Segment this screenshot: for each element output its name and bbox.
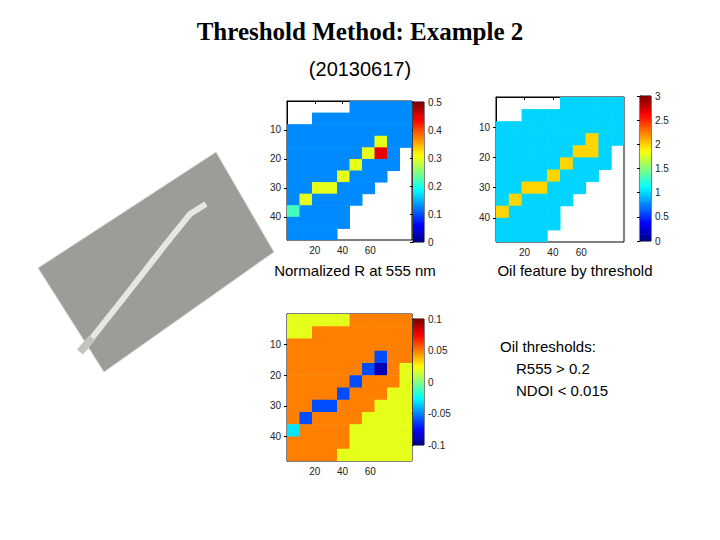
svg-text:40: 40 (337, 466, 349, 477)
svg-text:10: 10 (270, 339, 282, 350)
svg-text:30: 30 (479, 182, 491, 193)
html-text:Threshold Method: Example 2: Threshold Method: Example 2 (196, 18, 524, 45)
svg-text:0.3: 0.3 (428, 153, 442, 164)
svg-text:60: 60 (365, 466, 377, 477)
svg-text:40: 40 (270, 211, 282, 222)
svg-text:0.5: 0.5 (655, 211, 669, 222)
svg-text:1.5: 1.5 (655, 163, 669, 174)
svg-text:30: 30 (270, 182, 282, 193)
svg-text:40: 40 (270, 431, 282, 442)
svg-text:20: 20 (479, 152, 491, 163)
svg-text:60: 60 (576, 247, 588, 258)
svg-text:0.1: 0.1 (428, 314, 442, 325)
svg-text:20: 20 (309, 466, 321, 477)
html-text:Oil thresholds:: Oil thresholds: (500, 338, 596, 355)
svg-text:-0.1: -0.1 (428, 440, 446, 451)
svg-text:0: 0 (655, 236, 661, 247)
svg-text:0: 0 (428, 377, 434, 388)
svg-text:3: 3 (655, 91, 661, 102)
svg-text:20: 20 (270, 370, 282, 381)
html-text:Oil feature by threshold: Oil feature by threshold (497, 262, 653, 279)
svg-text:20: 20 (309, 245, 321, 256)
html-text:NDOI < 0.015: NDOI < 0.015 (516, 382, 609, 399)
svg-text:20: 20 (519, 247, 531, 258)
svg-text:0.2: 0.2 (428, 181, 442, 192)
svg-text:2: 2 (655, 139, 661, 150)
svg-text:0.05: 0.05 (428, 345, 448, 356)
svg-text:20: 20 (270, 153, 282, 164)
svg-text:10: 10 (479, 122, 491, 133)
svg-text:0: 0 (428, 237, 434, 248)
html-text:(20130617): (20130617) (308, 58, 412, 80)
svg-text:10: 10 (270, 124, 282, 135)
html-text:R555 > 0.2: R555 > 0.2 (516, 360, 590, 377)
svg-text:0.5: 0.5 (428, 97, 442, 108)
svg-text:30: 30 (270, 400, 282, 411)
svg-text:40: 40 (337, 245, 349, 256)
svg-text:2.5: 2.5 (655, 115, 669, 126)
svg-text:40: 40 (479, 212, 491, 223)
svg-text:-0.05: -0.05 (428, 408, 451, 419)
svg-text:0.1: 0.1 (428, 209, 442, 220)
svg-text:60: 60 (365, 245, 377, 256)
html-text:Normalized R at 555 nm: Normalized R at 555 nm (274, 262, 436, 279)
svg-text:1: 1 (655, 187, 661, 198)
svg-text:40: 40 (547, 247, 559, 258)
svg-text:0.4: 0.4 (428, 125, 442, 136)
